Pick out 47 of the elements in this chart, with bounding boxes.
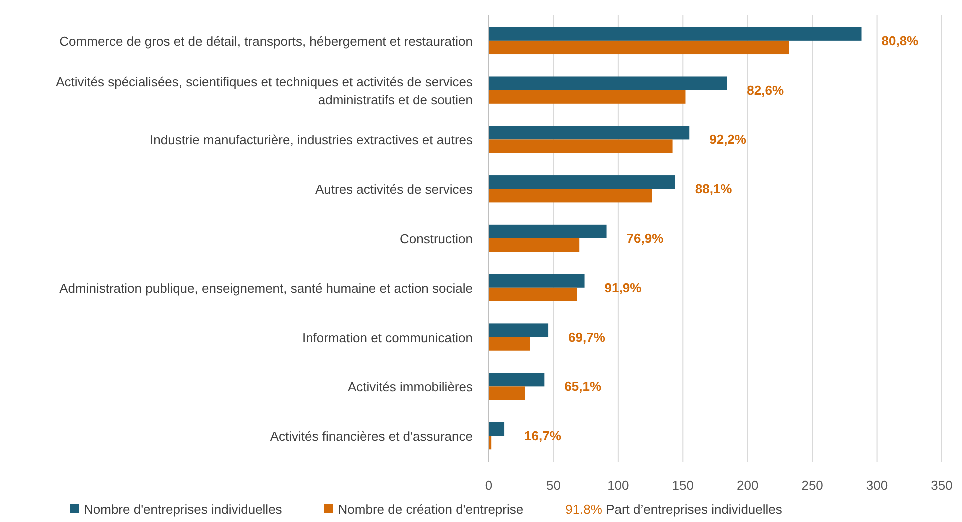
y-tick-label: Industrie manufacturière, industries extractives et autres [150,132,474,148]
bar [489,436,492,450]
x-tick-label: 100 [608,478,630,493]
y-tick-label: Activités immobilières [348,379,474,394]
y-tick-label: Activités financières et d'assurance [270,428,473,444]
legend-label: Nombre d'entreprises individuelles [84,502,283,517]
annotation: 69,7% [568,330,606,345]
bar [489,126,690,140]
bar [489,76,728,90]
x-tick-label: 350 [931,478,953,493]
y-tick-label: Commerce de gros et de détail, transports, hébergement et restauration [60,33,473,48]
y-tick-label: Activités spécialisées, scientifiques et techniques et activités de services administratifs et de soutien [56,74,474,107]
y-tick-label: Administration publique, enseignement, santé humaine et action sociale [60,280,473,296]
annotation: 65,1% [564,379,602,394]
y-tick-label: Autres activités de services [315,182,474,197]
bar [489,90,686,104]
x-tick-label: 250 [802,478,824,493]
annotation: 76,9% [626,231,664,246]
bar [489,140,673,154]
bar [489,40,790,55]
bar [489,189,652,203]
bar [489,324,549,338]
y-tick-label: Information et communication [302,330,473,345]
bar [489,288,578,302]
x-tick-label: 200 [737,478,759,493]
annotation: 16,7% [524,428,562,444]
legend-label: Nombre de création d'entreprise [338,502,524,517]
bar [489,238,580,252]
annotation: 92,2% [710,132,747,148]
annotation: 91,9% [604,280,642,296]
annotation: 82,6% [747,82,784,98]
x-tick-label: 0 [485,478,493,493]
x-tick-label: 300 [866,478,888,493]
bar [489,224,607,238]
x-tick-label: 150 [672,478,694,493]
y-tick-label: Construction [400,231,473,246]
annotation: 88,1% [695,182,733,197]
text: 91.8% Part d’entreprises individuelles [566,502,783,517]
bar [489,337,530,351]
bar [489,176,676,190]
x-tick-label: 50 [546,478,561,493]
annotation: 80,8% [882,33,920,48]
bar [489,27,862,41]
bar [489,386,526,400]
bar [489,274,585,288]
bar [489,422,505,436]
bar [489,373,545,387]
